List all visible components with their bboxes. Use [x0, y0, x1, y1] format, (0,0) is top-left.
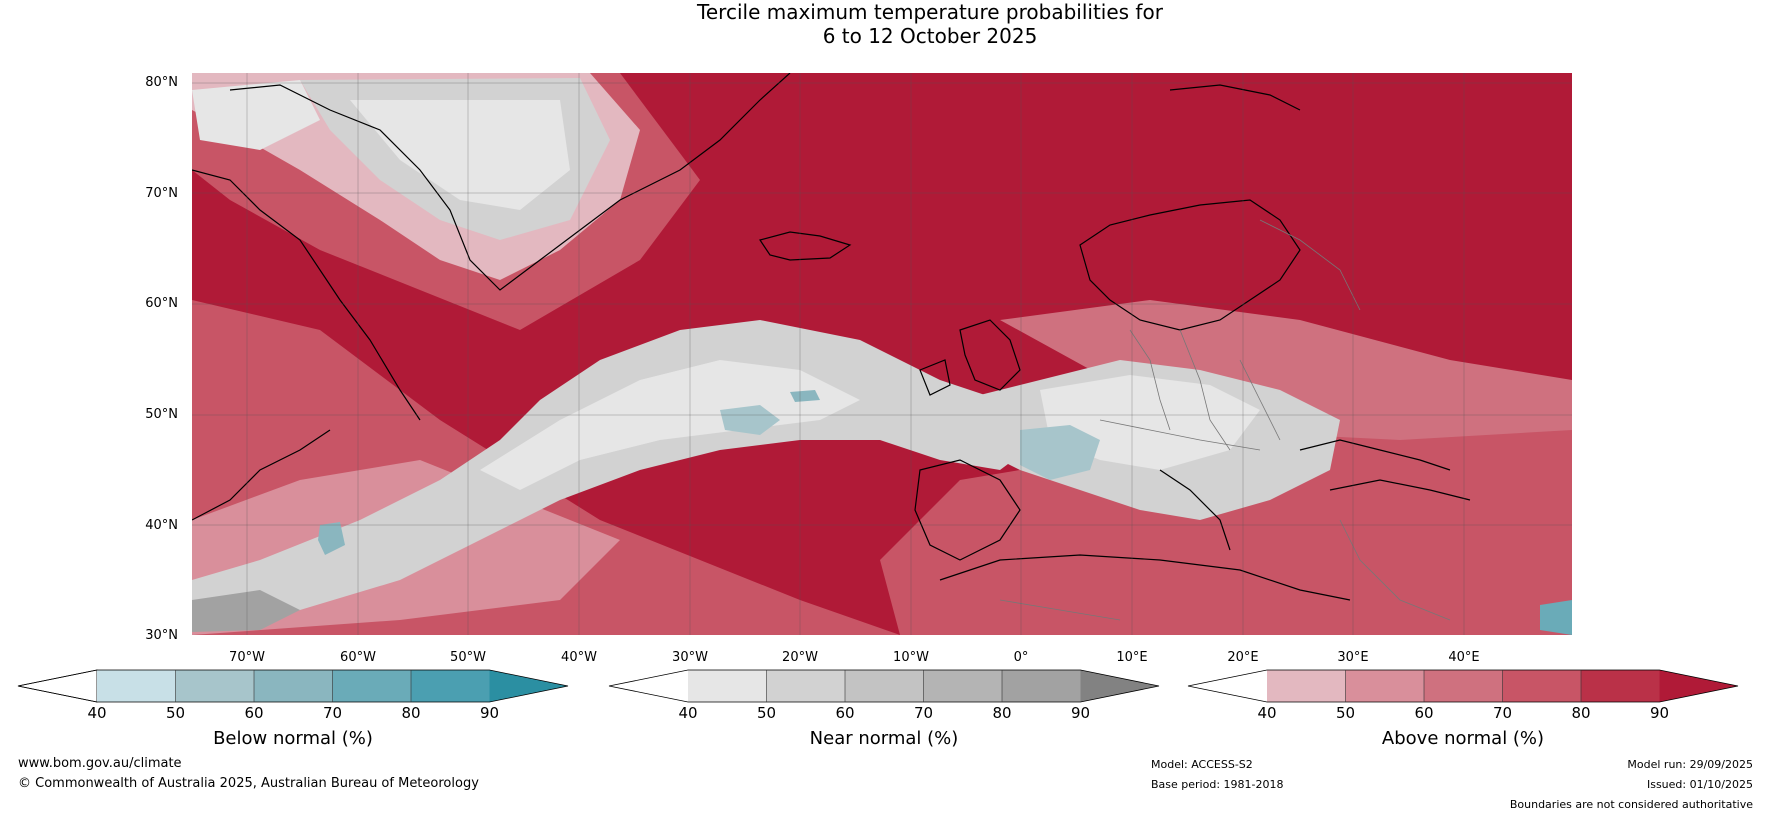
- title-line-2: 6 to 12 October 2025: [822, 24, 1038, 48]
- lat-label-70n: 70°N: [145, 186, 178, 201]
- cb-below-bin-1: [97, 670, 176, 702]
- cb-near-title: Near normal (%): [809, 728, 959, 749]
- cb-above-tick: 90: [1649, 704, 1670, 722]
- lat-label-30n: 30°N: [145, 628, 178, 643]
- copyright-text: © Commonwealth of Australia 2025, Austra…: [18, 776, 479, 791]
- lon-label-30w: 30°W: [672, 650, 708, 665]
- cb-above-bin-2: [1345, 670, 1424, 702]
- cb-near-tick: 60: [835, 704, 855, 722]
- cb-near-bin-1: [688, 670, 767, 702]
- cb-below-tick: 80: [401, 704, 421, 722]
- cb-above-min-arrow: [1188, 670, 1267, 702]
- colorbar-above-normal: [1187, 669, 1739, 703]
- lat-label-60n: 60°N: [145, 296, 178, 311]
- below-normal-west: [318, 522, 345, 555]
- canada-arctic-near-normal: [192, 80, 320, 150]
- lat-label-40n: 40°N: [145, 518, 178, 533]
- cb-near-bin-2: [766, 670, 845, 702]
- lon-label-10w: 10°W: [893, 650, 929, 665]
- model-run: Model run: 29/09/2025: [1627, 758, 1753, 771]
- cb-near-tick: 50: [756, 704, 777, 722]
- cb-below-max-arrow: [489, 670, 568, 702]
- lon-label-10e: 10°E: [1116, 650, 1148, 665]
- website-link[interactable]: www.bom.gov.au/climate: [18, 756, 182, 771]
- boundaries-disclaimer: Boundaries are not considered authoritat…: [1509, 798, 1753, 811]
- probability-field: [192, 73, 1572, 635]
- below-normal-east: [1540, 600, 1572, 635]
- base-period: Base period: 1981-2018: [1151, 778, 1284, 791]
- cb-below-bin-2: [175, 670, 254, 702]
- cb-near-max-arrow: [1080, 670, 1159, 702]
- cb-above-max-arrow: [1659, 670, 1738, 702]
- lat-label-50n: 50°N: [145, 407, 178, 422]
- cb-near-tick: 80: [992, 704, 1012, 722]
- above-normal-band-east: [1000, 300, 1572, 440]
- lon-label-20e: 20°E: [1227, 650, 1259, 665]
- atlantic-near-normal-inner: [480, 360, 860, 490]
- cb-above-bin-4: [1502, 670, 1581, 702]
- cb-near-tick: 40: [678, 704, 698, 722]
- cb-below-bin-4: [332, 670, 411, 702]
- cb-above-title: Above normal (%): [1381, 728, 1545, 749]
- cb-above-tick: 80: [1571, 704, 1591, 722]
- cb-above-bin-1: [1267, 670, 1346, 702]
- lon-label-60w: 60°W: [340, 650, 376, 665]
- lon-label-50w: 50°W: [450, 650, 486, 665]
- cb-above-tick: 60: [1414, 704, 1434, 722]
- cb-below-bin-5: [411, 670, 490, 702]
- below-normal-atlantic-2: [790, 390, 820, 402]
- model-name: Model: ACCESS-S2: [1151, 758, 1253, 771]
- colorbar-below-normal: [17, 669, 569, 703]
- cb-near-tick: 70: [913, 704, 934, 722]
- below-normal-atlantic: [720, 405, 780, 435]
- lat-label-80n: 80°N: [145, 75, 178, 90]
- issued-date: Issued: 01/10/2025: [1646, 778, 1753, 791]
- lon-label-40w: 40°W: [561, 650, 597, 665]
- lon-label-0: 0°: [1013, 650, 1029, 665]
- map-title: Tercile maximum temperature probabilitie…: [0, 0, 1770, 48]
- cb-below-tick: 50: [165, 704, 186, 722]
- cb-below-tick: 60: [244, 704, 264, 722]
- cb-above-bin-5: [1581, 670, 1660, 702]
- cb-below-bin-3: [254, 670, 333, 702]
- lon-label-70w: 70°W: [229, 650, 265, 665]
- cb-below-tick: 90: [479, 704, 500, 722]
- lon-label-40e: 40°E: [1448, 650, 1480, 665]
- coastlines: [192, 73, 1471, 601]
- cb-near-bin-3: [845, 670, 924, 702]
- below-normal-france: [1020, 425, 1100, 480]
- lon-label-30e: 30°E: [1337, 650, 1369, 665]
- greenland-near-normal-inner: [350, 100, 570, 210]
- cb-above-tick: 70: [1492, 704, 1513, 722]
- graticule: [192, 73, 1572, 635]
- cb-above-tick: 40: [1257, 704, 1277, 722]
- colorbar-near-normal: [608, 669, 1160, 703]
- title-line-1: Tercile maximum temperature probabilitie…: [697, 0, 1163, 24]
- cb-below-min-arrow: [17, 669, 98, 703]
- cb-near-bin-4: [923, 670, 1002, 702]
- lon-label-20w: 20°W: [782, 650, 818, 665]
- cb-below-title: Below normal (%): [213, 728, 373, 749]
- cb-above-tick: 50: [1335, 704, 1356, 722]
- cb-below-tick: 70: [322, 704, 343, 722]
- cb-below-tick: 40: [87, 704, 107, 722]
- cb-near-bin-5: [1002, 670, 1081, 702]
- cb-above-bin-3: [1424, 670, 1503, 702]
- near-normal-dark: [192, 590, 300, 632]
- cb-near-tick: 90: [1070, 704, 1091, 722]
- cb-near-min-arrow: [609, 670, 688, 702]
